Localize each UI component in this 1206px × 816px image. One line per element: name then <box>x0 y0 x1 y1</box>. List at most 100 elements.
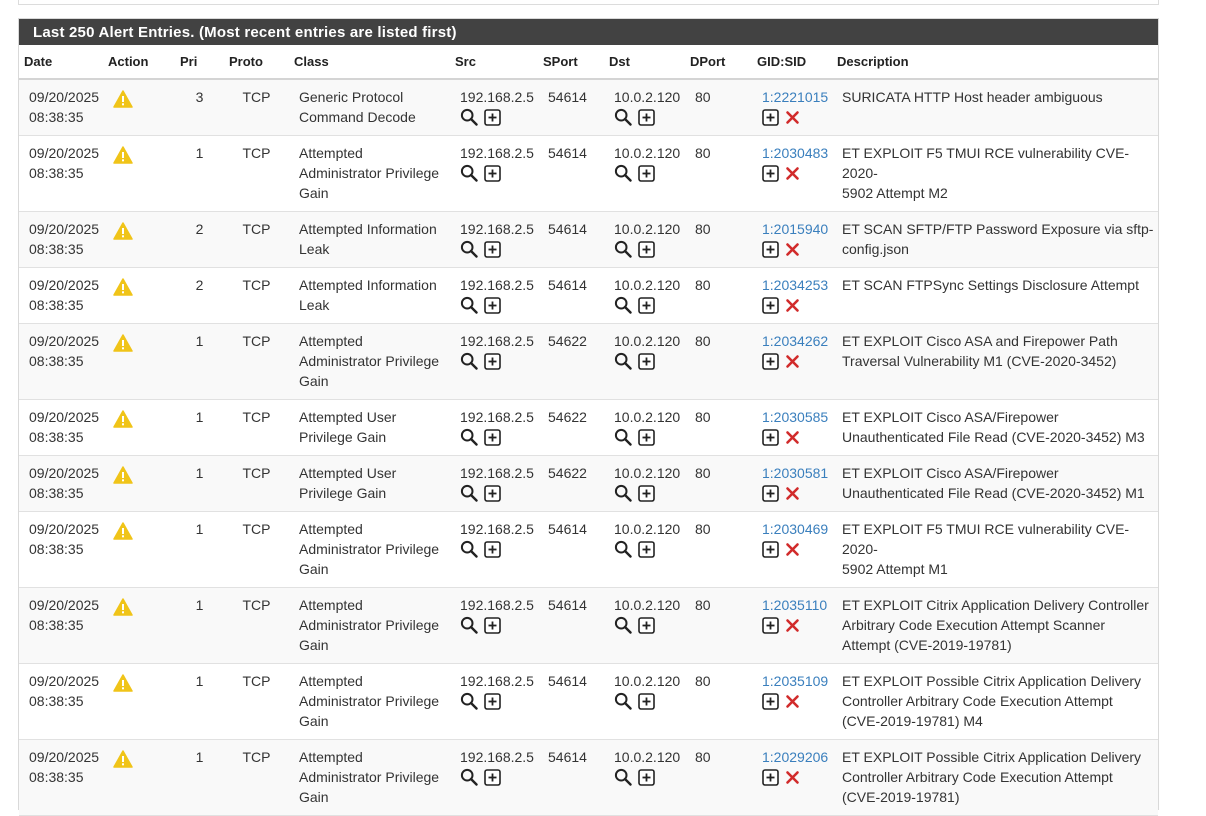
delete-icon[interactable] <box>785 110 800 125</box>
add-icon[interactable] <box>638 540 655 558</box>
add-icon[interactable] <box>762 768 779 786</box>
add-icon[interactable] <box>762 692 779 710</box>
sid-link[interactable]: 1:2035110 <box>762 597 828 613</box>
sid-link[interactable]: 1:2030585 <box>762 409 829 425</box>
search-icon[interactable] <box>614 164 632 182</box>
delete-icon[interactable] <box>785 354 800 369</box>
add-icon[interactable] <box>638 296 655 314</box>
sid-link[interactable]: 1:2030469 <box>762 521 829 537</box>
add-icon[interactable] <box>762 352 779 370</box>
proto-cell: TCP <box>224 587 289 664</box>
col-header-class[interactable]: Class <box>289 45 450 80</box>
add-icon[interactable] <box>762 540 779 558</box>
col-header-date[interactable]: Date <box>19 45 103 80</box>
add-icon[interactable] <box>638 352 655 370</box>
sid-link[interactable]: 1:2029206 <box>762 749 829 765</box>
alerts-table-body: 09/20/2025 08:38:35 3 TCP Generic Protoco… <box>19 79 1158 816</box>
add-icon[interactable] <box>638 240 655 258</box>
search-icon[interactable] <box>614 428 632 446</box>
sid-link[interactable]: 1:2034253 <box>762 277 829 293</box>
add-icon[interactable] <box>762 108 779 126</box>
sid-link[interactable]: 1:2015940 <box>762 221 829 237</box>
delete-icon[interactable] <box>785 694 800 709</box>
sid-link[interactable]: 1:2035109 <box>762 673 829 689</box>
col-header-description[interactable]: Description <box>832 45 1158 80</box>
search-icon[interactable] <box>460 108 478 126</box>
search-icon[interactable] <box>614 484 632 502</box>
search-icon[interactable] <box>614 296 632 314</box>
delete-icon[interactable] <box>785 770 800 785</box>
sid-link[interactable]: 1:2030483 <box>762 145 829 161</box>
col-header-proto[interactable]: Proto <box>224 45 289 80</box>
add-icon[interactable] <box>762 296 779 314</box>
col-header-action[interactable]: Action <box>103 45 175 80</box>
add-icon[interactable] <box>484 616 501 634</box>
sport-cell: 54614 <box>538 511 604 588</box>
delete-icon[interactable] <box>785 542 800 557</box>
search-icon[interactable] <box>460 164 478 182</box>
pri-cell: 1 <box>175 135 224 212</box>
sid-link[interactable]: 1:2030581 <box>762 465 829 481</box>
add-icon[interactable] <box>762 164 779 182</box>
search-icon[interactable] <box>614 768 632 786</box>
add-icon[interactable] <box>638 108 655 126</box>
description-text-line: Controller Arbitrary Code Execution Atte… <box>842 693 1113 709</box>
pri-cell: 1 <box>175 323 224 400</box>
add-icon[interactable] <box>762 616 779 634</box>
search-icon[interactable] <box>614 692 632 710</box>
add-icon[interactable] <box>484 240 501 258</box>
col-header-dport[interactable]: DPort <box>685 45 752 80</box>
search-icon[interactable] <box>614 108 632 126</box>
search-icon[interactable] <box>614 352 632 370</box>
add-icon[interactable] <box>484 768 501 786</box>
add-icon[interactable] <box>638 768 655 786</box>
sid-link[interactable]: 1:2221015 <box>762 89 829 105</box>
search-icon[interactable] <box>460 240 478 258</box>
delete-icon[interactable] <box>785 618 800 633</box>
search-icon[interactable] <box>614 616 632 634</box>
search-icon[interactable] <box>460 616 478 634</box>
add-icon[interactable] <box>484 540 501 558</box>
search-icon[interactable] <box>460 484 478 502</box>
add-icon[interactable] <box>762 240 779 258</box>
sid-link[interactable]: 1:2034262 <box>762 333 829 349</box>
search-icon[interactable] <box>460 352 478 370</box>
search-icon[interactable] <box>460 768 478 786</box>
add-icon[interactable] <box>484 692 501 710</box>
delete-icon[interactable] <box>785 430 800 445</box>
search-icon[interactable] <box>460 540 478 558</box>
col-header-sport[interactable]: SPort <box>538 45 604 80</box>
dport-cell: 80 <box>685 267 752 324</box>
add-icon[interactable] <box>484 108 501 126</box>
search-icon[interactable] <box>460 296 478 314</box>
protocol-text: TCP <box>242 277 271 293</box>
add-icon[interactable] <box>638 692 655 710</box>
add-icon[interactable] <box>484 296 501 314</box>
description-text-line: Arbitrary Code Execution Attempt Scanner <box>842 617 1106 633</box>
dport-text: 80 <box>695 521 711 537</box>
add-icon[interactable] <box>762 484 779 502</box>
search-icon[interactable] <box>460 428 478 446</box>
add-icon[interactable] <box>638 484 655 502</box>
search-icon[interactable] <box>614 540 632 558</box>
delete-icon[interactable] <box>785 486 800 501</box>
search-icon[interactable] <box>460 692 478 710</box>
col-header-dst[interactable]: Dst <box>604 45 685 80</box>
add-icon[interactable] <box>762 428 779 446</box>
delete-icon[interactable] <box>785 242 800 257</box>
add-icon[interactable] <box>484 352 501 370</box>
add-icon[interactable] <box>638 428 655 446</box>
col-header-gid-sid[interactable]: GID:SID <box>752 45 832 80</box>
add-icon[interactable] <box>484 164 501 182</box>
col-header-src[interactable]: Src <box>450 45 538 80</box>
add-icon[interactable] <box>638 616 655 634</box>
delete-icon[interactable] <box>785 298 800 313</box>
col-header-pri[interactable]: Pri <box>175 45 224 80</box>
add-icon[interactable] <box>484 484 501 502</box>
delete-icon[interactable] <box>785 166 800 181</box>
search-icon[interactable] <box>614 240 632 258</box>
pri-cell: 1 <box>175 587 224 664</box>
description-text-line: Unauthenticated File Read (CVE-2020-3452… <box>842 429 1145 445</box>
add-icon[interactable] <box>484 428 501 446</box>
add-icon[interactable] <box>638 164 655 182</box>
